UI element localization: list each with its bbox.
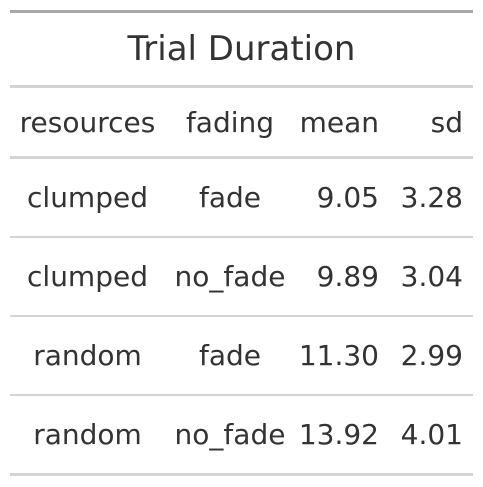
cell-mean: 11.30 xyxy=(298,339,379,372)
cell-resources: clumped xyxy=(27,260,148,293)
column-header-resources: resources xyxy=(19,105,156,139)
cell-mean: 9.89 xyxy=(316,260,379,293)
table-top-rule xyxy=(10,10,473,13)
cell-resources: random xyxy=(33,339,142,372)
cell-mean: 9.05 xyxy=(316,181,379,214)
cell-fading: no_fade xyxy=(174,418,286,451)
table-row: random fade 11.30 2.99 xyxy=(10,317,473,394)
cell-resources: clumped xyxy=(27,181,148,214)
summary-table: Trial Duration resources fading mean sd … xyxy=(10,10,473,476)
cell-sd: 4.01 xyxy=(400,418,463,451)
cell-fading: no_fade xyxy=(174,260,286,293)
column-header-mean: mean xyxy=(299,105,379,139)
cell-mean: 13.92 xyxy=(298,418,379,451)
table-row: clumped no_fade 9.89 3.04 xyxy=(10,238,473,315)
cell-sd: 2.99 xyxy=(400,339,463,372)
title-divider xyxy=(10,85,473,88)
table-title: Trial Duration xyxy=(127,29,356,69)
table-bottom-rule xyxy=(10,473,473,476)
cell-sd: 3.28 xyxy=(400,181,463,214)
column-header-fading: fading xyxy=(185,105,275,139)
cell-fading: fade xyxy=(198,181,261,214)
cell-fading: fade xyxy=(198,339,261,372)
table-row: random no_fade 13.92 4.01 xyxy=(10,396,473,473)
table-row: clumped fade 9.05 3.28 xyxy=(10,159,473,236)
row-divider xyxy=(10,394,473,396)
column-header-sd: sd xyxy=(430,105,463,139)
cell-sd: 3.04 xyxy=(400,260,463,293)
table-header-row: resources fading mean sd xyxy=(10,88,473,156)
row-divider xyxy=(10,315,473,317)
cell-resources: random xyxy=(33,418,142,451)
header-divider xyxy=(10,156,473,159)
row-divider xyxy=(10,236,473,238)
